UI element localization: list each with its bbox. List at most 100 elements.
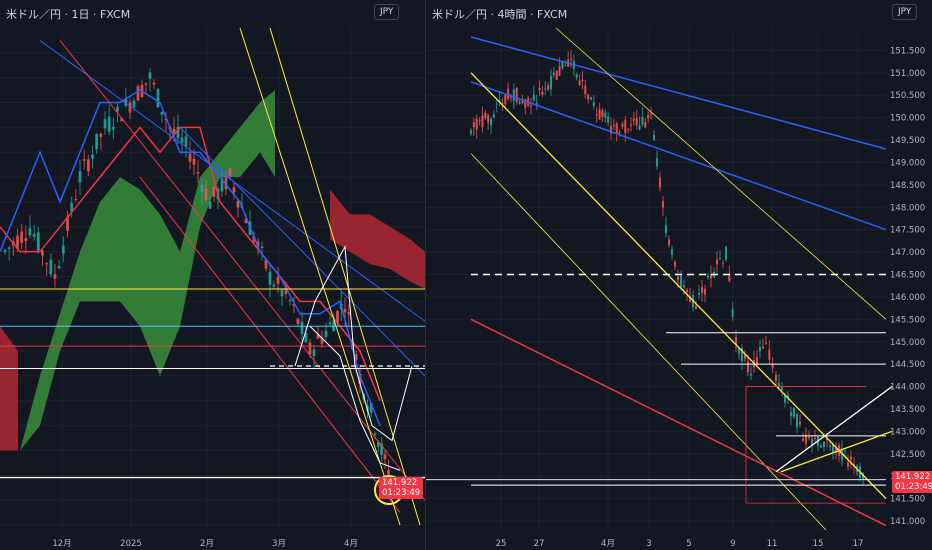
candle-body bbox=[260, 246, 264, 248]
candle-body bbox=[549, 76, 553, 90]
y-tick-label: 148.500 bbox=[890, 181, 925, 191]
y-tick-label: 146.500 bbox=[890, 271, 925, 281]
candle-body bbox=[292, 304, 296, 306]
candle-body bbox=[111, 126, 115, 130]
candle-body bbox=[783, 395, 787, 403]
candle-body bbox=[764, 342, 768, 344]
candle-body bbox=[228, 168, 232, 176]
candle-body bbox=[176, 126, 180, 139]
candle-body bbox=[595, 114, 598, 116]
candle-body bbox=[561, 61, 564, 69]
candle-body bbox=[78, 171, 82, 183]
daily-chart-pane[interactable]: 159.000158.000157.000156.000155.000154.0… bbox=[0, 0, 426, 550]
candle-body bbox=[661, 201, 665, 208]
candle-body bbox=[184, 136, 188, 147]
candle-body bbox=[746, 361, 750, 373]
daily-chart-canvas[interactable]: 159.000158.000157.000156.000155.000154.0… bbox=[0, 0, 425, 550]
candle-body bbox=[801, 438, 805, 441]
y-tick-label: 143.500 bbox=[890, 405, 925, 415]
projection-white-line-2 bbox=[309, 325, 401, 471]
x-tick-label: 4月 bbox=[344, 539, 358, 549]
h4-currency-button[interactable]: JPY bbox=[892, 4, 918, 20]
candle-body bbox=[103, 119, 107, 129]
candle-body bbox=[555, 70, 558, 80]
candle-body bbox=[743, 354, 747, 359]
candle-body bbox=[41, 250, 44, 256]
candle-body bbox=[86, 159, 90, 172]
candle-body bbox=[771, 364, 774, 369]
candle-body bbox=[807, 437, 811, 439]
y-tick-label: 143.000 bbox=[890, 427, 925, 437]
candle-body bbox=[734, 336, 738, 345]
candle-body bbox=[284, 286, 288, 294]
candle-body bbox=[521, 100, 524, 103]
candle-body bbox=[607, 116, 610, 123]
candle-body bbox=[16, 235, 19, 249]
candle-body bbox=[91, 154, 94, 159]
candle-body bbox=[786, 395, 790, 398]
candle-body bbox=[45, 263, 49, 265]
channel-red-line-2 bbox=[139, 176, 401, 513]
candle-body bbox=[74, 198, 78, 200]
h4-chart-pane[interactable]: 151.500 151.000 150.500 150.000 149.500 149.0… bbox=[426, 0, 932, 550]
y-tick-label: 141.000 bbox=[890, 517, 925, 527]
y-tick-label: 142.500 bbox=[890, 450, 925, 460]
x-tick-label: 25 bbox=[496, 539, 507, 549]
candle-body bbox=[647, 115, 650, 119]
y-tick-label: 151.000 bbox=[890, 69, 925, 79]
candle-body bbox=[641, 116, 644, 125]
candle-body bbox=[795, 414, 799, 428]
daily-chart-title: 米ドル／円 · 1日 · FXCM bbox=[6, 8, 131, 21]
candle-body bbox=[53, 274, 57, 279]
candle-body bbox=[236, 200, 240, 208]
candle-body bbox=[780, 386, 784, 391]
y-tick-label: 144.500 bbox=[890, 360, 925, 370]
candle-body bbox=[132, 100, 136, 108]
candle-body bbox=[601, 110, 604, 117]
channel-yellow-line-2 bbox=[470, 153, 827, 531]
trend-blue-line-2 bbox=[179, 127, 425, 377]
candle-body bbox=[632, 118, 635, 121]
candle-body bbox=[136, 86, 140, 101]
candle-body bbox=[328, 322, 332, 325]
candle-body bbox=[347, 312, 351, 315]
y-tick-label: 149.000 bbox=[890, 158, 925, 168]
candle-body bbox=[598, 109, 601, 120]
x-tick-label: 15 bbox=[813, 539, 824, 549]
candle-body bbox=[544, 88, 547, 90]
candle-body bbox=[761, 346, 765, 349]
candle-body bbox=[718, 257, 722, 259]
candle-body bbox=[312, 349, 316, 357]
x-tick-label: 3月 bbox=[272, 539, 286, 549]
candle-body bbox=[469, 130, 473, 134]
candle-body bbox=[810, 439, 814, 446]
candle-body bbox=[308, 342, 312, 355]
candle-body bbox=[673, 262, 677, 267]
y-tick-label: 146.000 bbox=[890, 293, 925, 303]
y-tick-label: 144.000 bbox=[890, 383, 925, 393]
candle-body bbox=[849, 456, 853, 460]
candle-body bbox=[524, 99, 527, 108]
y-tick-label: 145.000 bbox=[890, 338, 925, 348]
candle-body bbox=[156, 89, 160, 108]
candle-body bbox=[128, 102, 132, 113]
candle-body bbox=[682, 285, 686, 288]
daily-currency-button[interactable]: JPY bbox=[374, 4, 400, 20]
candle-body bbox=[768, 349, 771, 360]
h4-chart-canvas[interactable]: 151.500 151.000 150.500 150.000 149.500 149.0… bbox=[426, 0, 932, 550]
candle-body bbox=[774, 374, 778, 382]
candle-body bbox=[489, 118, 493, 126]
candle-body bbox=[196, 172, 200, 174]
candle-body bbox=[272, 284, 276, 287]
x-tick-label: 2025 bbox=[120, 539, 142, 549]
candle-body bbox=[846, 462, 850, 467]
h4-countdown: 01:23:49 bbox=[895, 482, 932, 492]
candle-body bbox=[320, 336, 324, 344]
candle-body bbox=[120, 118, 124, 122]
channel-red-line bbox=[59, 40, 425, 501]
candle-body bbox=[843, 450, 847, 452]
candle-body bbox=[644, 122, 647, 128]
x-tick-label: 12月 bbox=[52, 539, 71, 549]
candle-body bbox=[724, 246, 728, 260]
candle-body bbox=[629, 124, 633, 126]
